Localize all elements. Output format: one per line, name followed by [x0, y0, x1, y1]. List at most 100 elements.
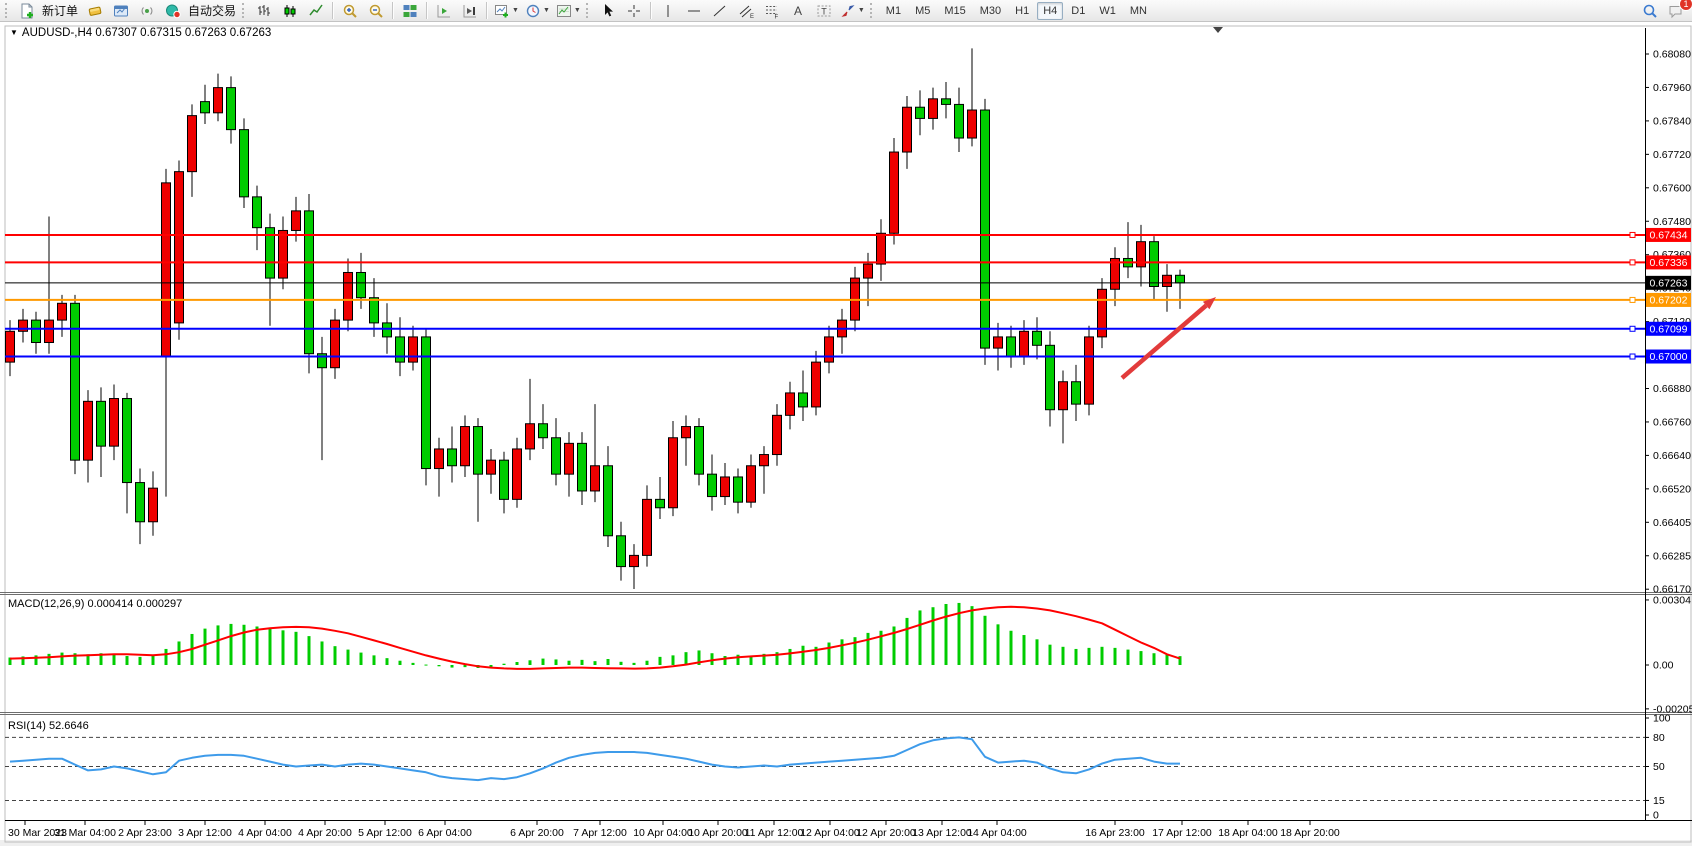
- template-button[interactable]: ▼: [554, 1, 583, 21]
- symbol-dropdown-icon[interactable]: ▼: [10, 28, 18, 37]
- new-chart-button[interactable]: ▼: [492, 1, 521, 21]
- toolbar-drag-handle[interactable]: [869, 3, 875, 18]
- candle-body: [83, 400, 93, 461]
- autotrade-button[interactable]: [161, 1, 185, 21]
- candle-body: [993, 336, 1003, 349]
- new-order-label[interactable]: 新订单: [42, 4, 79, 18]
- macd-axis[interactable]: 0.00304 0.00 -0.00205: [1645, 594, 1692, 715]
- trendline-tool-button[interactable]: [708, 1, 732, 21]
- bar-chart-mode-button[interactable]: [252, 1, 276, 21]
- cursor-icon: [604, 3, 613, 16]
- line-handle[interactable]: [1629, 353, 1636, 360]
- market-watch-button[interactable]: [83, 1, 107, 21]
- candle-body: [382, 322, 392, 338]
- svg-text:5 Apr 12:00: 5 Apr 12:00: [358, 827, 412, 839]
- period-clock-button[interactable]: ▼: [523, 1, 552, 21]
- signals-button[interactable]: [135, 1, 159, 21]
- tf-button-M30[interactable]: M30: [979, 4, 1002, 17]
- trend-arrow[interactable]: [1120, 303, 1208, 380]
- candle-chart-mode-button[interactable]: [278, 1, 302, 21]
- tf-button-W1[interactable]: W1: [1099, 4, 1116, 17]
- template-icon: [556, 4, 571, 17]
- chart-shift-marker[interactable]: [1213, 27, 1223, 33]
- horizontal-line-tool-button[interactable]: [682, 1, 706, 21]
- candle-body: [694, 426, 704, 475]
- line-handle[interactable]: [1629, 325, 1636, 332]
- svg-text:17 Apr 12:00: 17 Apr 12:00: [1152, 827, 1212, 839]
- auto-scroll-icon: [437, 4, 451, 17]
- fibonacci-tool-button[interactable]: F: [760, 1, 784, 21]
- new-order-button[interactable]: [15, 1, 39, 21]
- candle-body: [460, 426, 470, 467]
- search-button[interactable]: [1638, 1, 1662, 21]
- svg-text:80: 80: [1653, 732, 1665, 744]
- tf-button-M1[interactable]: M1: [885, 4, 902, 17]
- tile-windows-button[interactable]: [398, 1, 422, 21]
- chart-shift-button[interactable]: [458, 1, 482, 21]
- tf-button-D1[interactable]: D1: [1071, 4, 1086, 17]
- text-label-icon: T: [817, 5, 831, 16]
- tf-button-M5[interactable]: M5: [915, 4, 931, 17]
- svg-text:12 Apr 20:00: 12 Apr 20:00: [856, 827, 916, 839]
- autotrade-label[interactable]: 自动交易: [188, 4, 237, 18]
- notifications-button[interactable]: 1: [1664, 0, 1692, 21]
- line-handle[interactable]: [1629, 259, 1636, 266]
- terminal-window-button[interactable]: [109, 1, 133, 21]
- zoom-out-button[interactable]: [364, 1, 388, 21]
- line-handle[interactable]: [1629, 296, 1636, 303]
- svg-text:0.67600: 0.67600: [1653, 182, 1691, 194]
- candle-body: [18, 319, 28, 332]
- candle-body: [616, 535, 626, 568]
- tf-button-H1[interactable]: H1: [1015, 4, 1030, 17]
- toolbar-separator: [486, 2, 489, 19]
- cursor-tool-button[interactable]: [596, 1, 620, 21]
- new-chart-icon: [495, 4, 509, 17]
- candle-body: [798, 392, 808, 408]
- toolbar-drag-handle[interactable]: [5, 3, 10, 18]
- toolbar-drag-handle[interactable]: [585, 3, 591, 18]
- rsi-indicator-label: RSI(14) 52.6646: [8, 720, 89, 732]
- timeframe-group: M1 M5 M15 M30 H1 H4 D1 W1 MN: [879, 1, 1154, 20]
- text-label-tool-button[interactable]: T: [812, 1, 836, 21]
- candle-body: [291, 210, 301, 231]
- tf-button-M15[interactable]: M15: [944, 4, 966, 17]
- candle-body: [187, 115, 197, 173]
- line-handle[interactable]: [1629, 231, 1636, 238]
- candle-body: [538, 423, 548, 439]
- line-chart-mode-button[interactable]: [304, 1, 328, 21]
- chart-canvas[interactable]: 0.68080 0.67960 0.67840 0.67720 0.67600 0.674…: [0, 22, 1692, 846]
- zoom-in-button[interactable]: [338, 1, 362, 21]
- svg-text:T: T: [821, 6, 827, 16]
- auto-scroll-button[interactable]: [432, 1, 456, 21]
- candle-body: [434, 448, 444, 470]
- svg-text:2 Apr 23:00: 2 Apr 23:00: [118, 827, 172, 839]
- text-tool-button[interactable]: A: [786, 1, 810, 21]
- macd-signal-line: [9, 605, 1181, 670]
- vertical-line-tool-button[interactable]: [656, 1, 680, 21]
- candle-body: [1175, 274, 1185, 284]
- chart-area[interactable]: 0.68080 0.67960 0.67840 0.67720 0.67600 0.674…: [0, 22, 1692, 846]
- candle-body: [824, 336, 834, 363]
- tf-button-MN[interactable]: MN: [1129, 4, 1147, 17]
- crosshair-icon: [627, 4, 640, 17]
- channel-tool-button[interactable]: E: [734, 1, 758, 21]
- arrows-tool-button[interactable]: ▼: [838, 1, 867, 21]
- crosshair-tool-button[interactable]: [622, 1, 646, 21]
- toolbar-drag-handle[interactable]: [242, 3, 247, 18]
- fibonacci-icon: F: [765, 5, 778, 19]
- candle-body: [265, 227, 275, 279]
- price-label-box: [1646, 321, 1691, 336]
- svg-text:0.00304: 0.00304: [1653, 594, 1691, 606]
- candle-body: [31, 319, 41, 344]
- rsi-axis[interactable]: 100 80 50 15 0: [1645, 713, 1671, 822]
- tf-button-H4[interactable]: H4: [1037, 1, 1064, 20]
- svg-text:0.66760: 0.66760: [1653, 416, 1691, 428]
- candle-body: [356, 271, 366, 299]
- candle-body: [174, 171, 184, 324]
- candle-body: [577, 442, 587, 492]
- candle-body: [772, 414, 782, 456]
- candle-body: [135, 482, 145, 523]
- svg-text:16 Apr 23:00: 16 Apr 23:00: [1085, 827, 1145, 839]
- candle-body: [928, 98, 938, 119]
